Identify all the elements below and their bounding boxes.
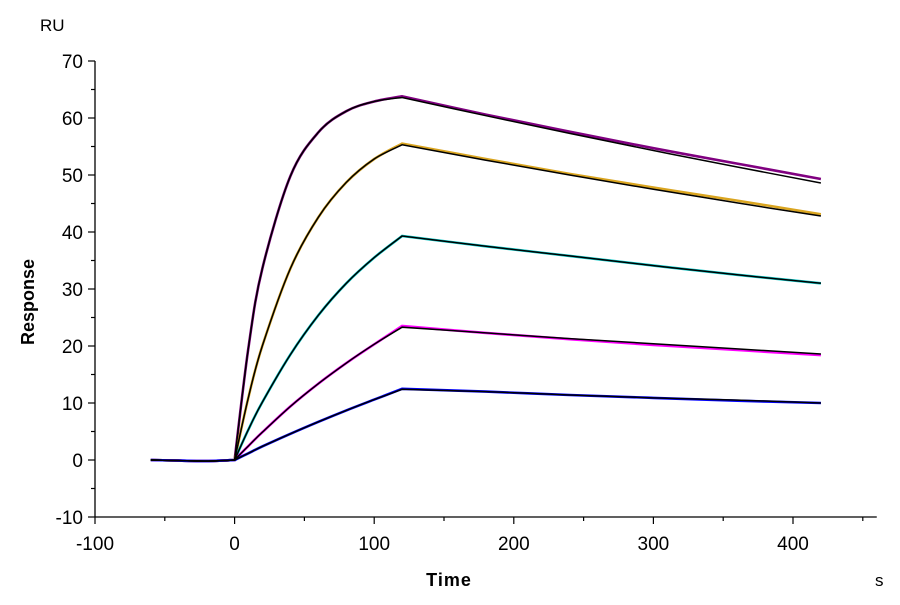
y-tick-label: 70: [62, 52, 83, 73]
fit-curve-5: [150, 388, 821, 462]
y-tick-label: -10: [56, 508, 83, 529]
fit-curve-1: [150, 96, 822, 462]
data-series-4: [150, 324, 821, 463]
y-tick-label: 30: [62, 280, 83, 301]
x-tick-label: 0: [229, 534, 240, 555]
y-tick-label: 10: [62, 394, 83, 415]
y-tick-label: 60: [62, 109, 83, 130]
x-tick-label: 300: [638, 534, 670, 555]
y-tick-label: 50: [62, 166, 83, 187]
fit-curve-2: [150, 144, 822, 462]
y-unit-label: RU: [40, 16, 65, 35]
x-tick-label: 400: [777, 534, 809, 555]
x-axis-title: Time: [426, 570, 472, 590]
y-tick-label: 20: [62, 337, 83, 358]
x-tick-label: -100: [76, 534, 114, 555]
curves: [150, 94, 822, 463]
data-series-1: [150, 94, 822, 463]
x-tick-label: 100: [358, 534, 390, 555]
y-tick-label: 40: [62, 223, 83, 244]
x-tick-label: 200: [498, 534, 530, 555]
y-axis-title: Response: [18, 259, 38, 345]
data-series-2: [150, 142, 822, 463]
x-unit-label: s: [875, 571, 884, 590]
fit-curve-4: [150, 326, 821, 462]
y-tick-label: 0: [72, 451, 83, 472]
